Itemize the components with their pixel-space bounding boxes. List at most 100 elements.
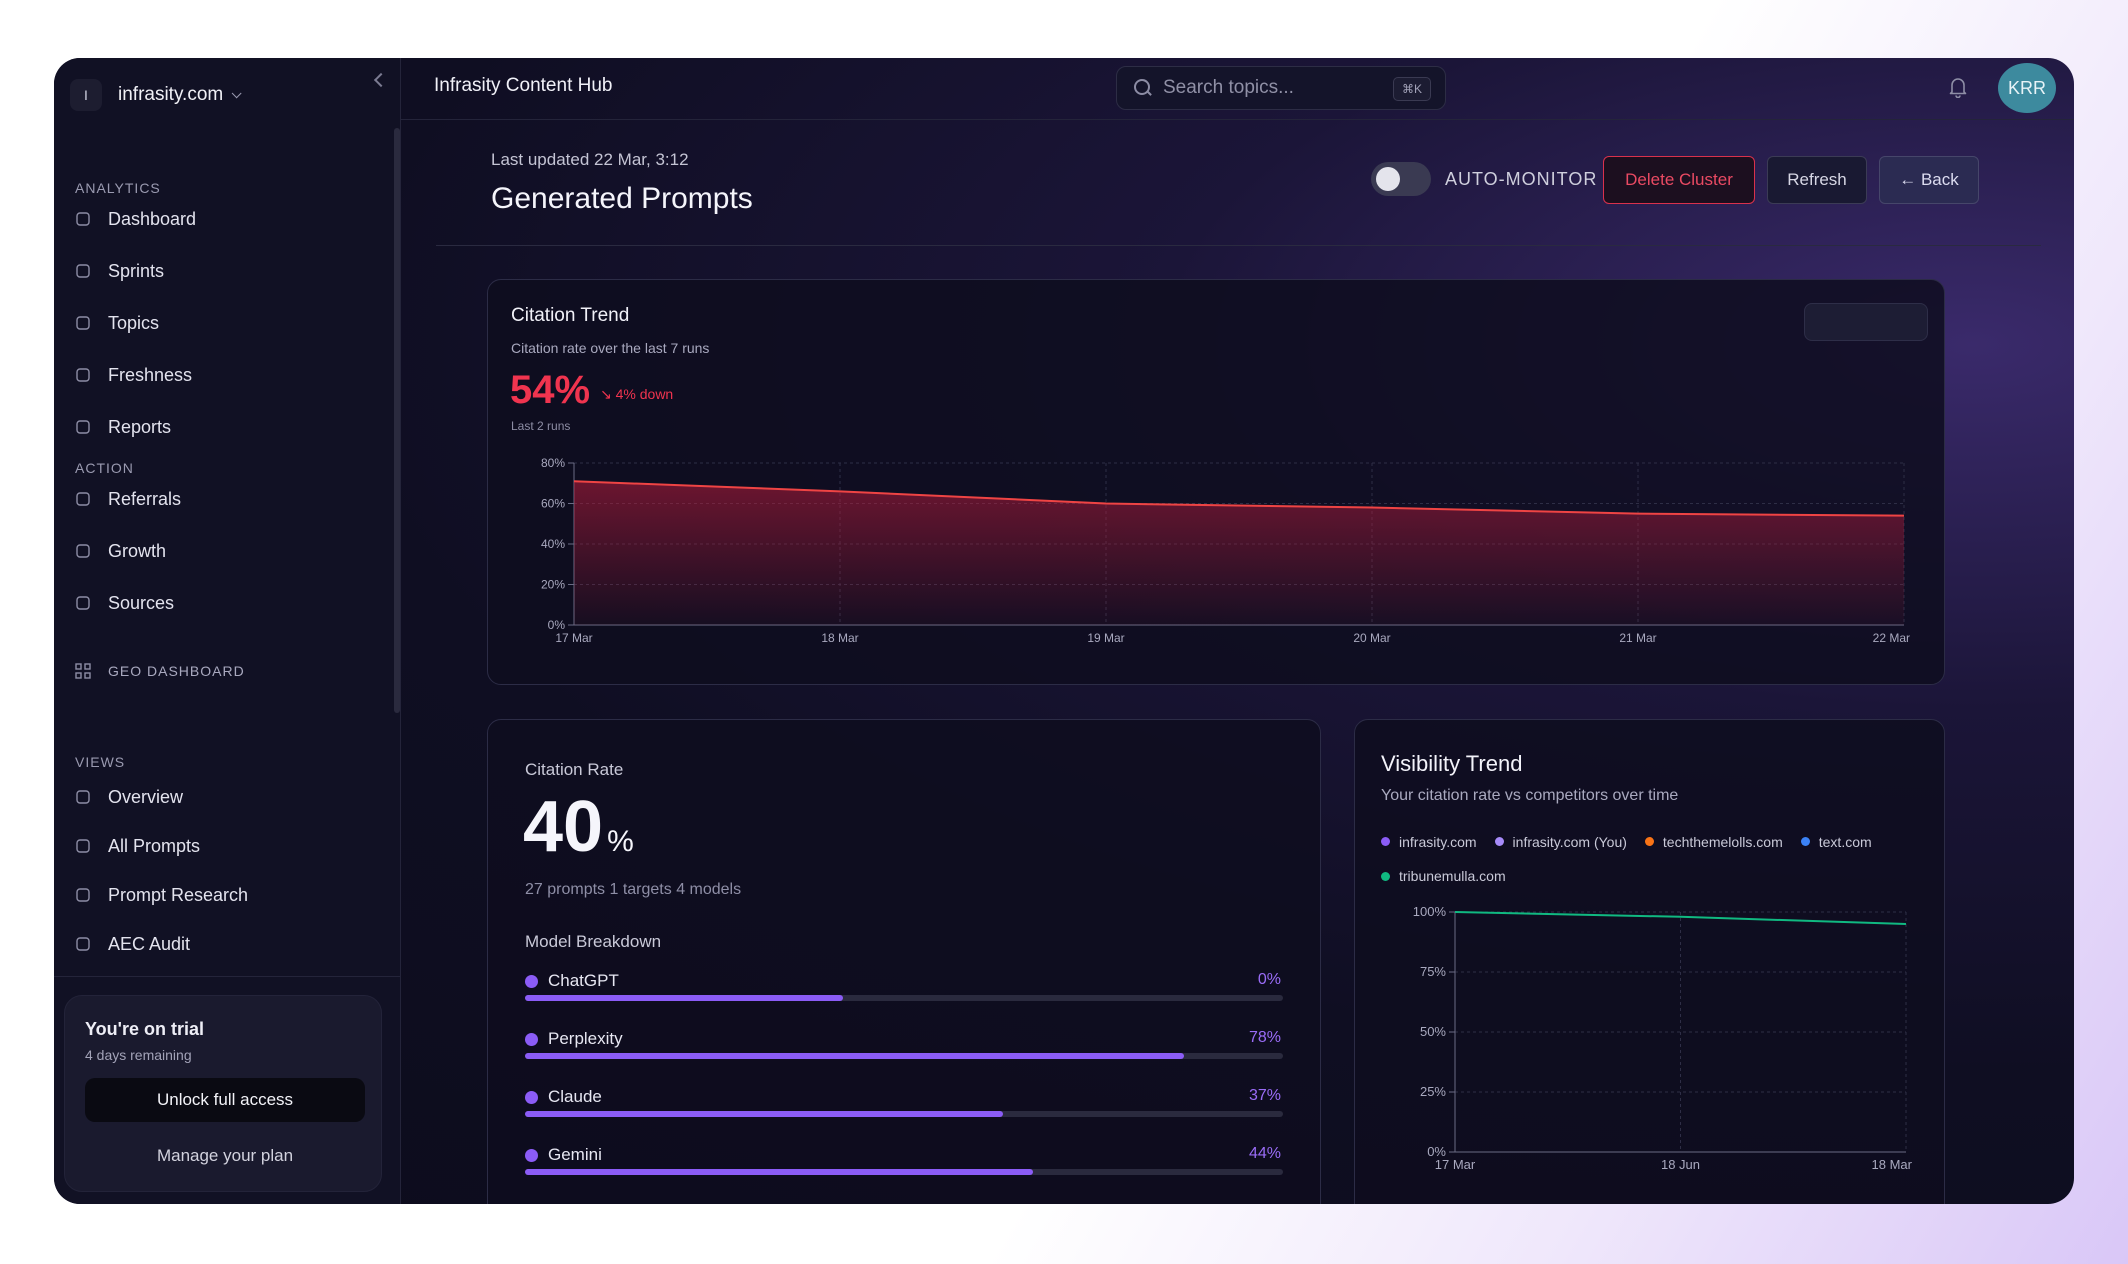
trial-title: You're on trial xyxy=(85,1019,204,1039)
x-tick-label: 22 Mar xyxy=(1873,631,1910,645)
model-row-perplexity: Perplexity 78% xyxy=(525,1029,1283,1073)
x-tick-label: 20 Mar xyxy=(1353,631,1390,645)
manage-plan-link[interactable]: Manage your plan xyxy=(156,1146,294,1165)
citation-trend-change: ↘ 4% down xyxy=(600,386,674,402)
unlock-full-access-button[interactable]: Unlock full access xyxy=(85,1078,365,1122)
sidebar-item-label: Referrals xyxy=(108,488,182,509)
legend-item[interactable]: tribunemulla.com xyxy=(1381,868,1506,884)
model-name: Perplexity xyxy=(548,1029,623,1048)
model-row-gemini: Gemini 44% xyxy=(525,1145,1283,1189)
range-selector[interactable] xyxy=(1804,303,1928,341)
x-tick-label: 18 Jun xyxy=(1661,1157,1700,1172)
sidebar-item-aec-audit[interactable]: AEC Audit xyxy=(72,925,372,963)
auto-monitor-toggle[interactable] xyxy=(1371,162,1431,196)
model-percentage: 78% xyxy=(1248,1029,1281,1046)
sidebar-item-dashboard[interactable]: Dashboard xyxy=(72,200,372,238)
model-percentage: 0% xyxy=(1257,971,1281,988)
y-tick-label: 75% xyxy=(1420,964,1446,979)
workspace-name: infrasity.com xyxy=(118,84,224,105)
sidebar-item-label: Topics xyxy=(108,312,160,333)
sidebar-item-reports[interactable]: Reports xyxy=(72,408,372,446)
model-bar-track xyxy=(525,995,1283,1001)
visibility-trend-title: Visibility Trend xyxy=(1381,751,1523,776)
last-updated: Last updated 22 Mar, 3:12 xyxy=(491,150,689,169)
visibility-trend-card: Visibility Trend Your citation rate vs c… xyxy=(1354,719,1945,1204)
model-name: Claude xyxy=(548,1087,602,1106)
sidebar-item-label: Reports xyxy=(108,416,172,437)
legend-item[interactable]: infrasity.com (You) xyxy=(1494,833,1627,850)
sidebar-item-label: Prompt Research xyxy=(108,884,249,905)
citation-trend-value: 54% xyxy=(510,368,591,412)
section-label-views: VIEWS xyxy=(75,754,126,770)
workspace-avatar: I xyxy=(70,79,102,111)
sidebar-item-topics[interactable]: Topics xyxy=(72,304,372,342)
x-tick-label: 18 Mar xyxy=(1872,1157,1913,1172)
back-button[interactable]: ← Back xyxy=(1879,156,1979,204)
trend-icon xyxy=(72,540,94,562)
legend-label: techthemelolls.com xyxy=(1662,833,1783,850)
y-tick-label: 0% xyxy=(1427,1144,1446,1159)
legend-dot xyxy=(1644,837,1654,846)
document-icon xyxy=(72,312,94,334)
model-name: Gemini xyxy=(548,1145,602,1164)
sidebar-item-sprints[interactable]: Sprints xyxy=(72,252,372,290)
model-row-chatgpt: ChatGPT 0% xyxy=(525,971,1283,1015)
citation-rate-value: 40% xyxy=(523,786,634,868)
sidebar-item-freshness[interactable]: Freshness xyxy=(72,356,372,394)
sidebar-item-label: Overview xyxy=(108,786,184,807)
globe-icon xyxy=(72,592,94,614)
sidebar-scrollbar[interactable] xyxy=(394,128,400,713)
legend-label: text.com xyxy=(1818,833,1872,850)
y-tick-label: 60% xyxy=(541,497,565,511)
sidebar-item-label: Growth xyxy=(108,540,167,561)
model-row-claude: Claude 37% xyxy=(525,1087,1283,1131)
app-title: Infrasity Content Hub xyxy=(434,75,613,96)
target-icon xyxy=(72,260,94,282)
citation-rate-label: Citation Rate xyxy=(525,760,624,779)
refresh-button[interactable]: Refresh xyxy=(1767,156,1867,204)
delete-cluster-button[interactable]: Delete Cluster xyxy=(1603,156,1755,204)
legend-item[interactable]: text.com xyxy=(1800,833,1872,850)
x-tick-label: 21 Mar xyxy=(1619,631,1656,645)
bell-icon[interactable] xyxy=(1948,76,1968,99)
user-avatar[interactable]: KRR xyxy=(1998,63,2056,113)
x-tick-label: 17 Mar xyxy=(555,631,592,645)
y-tick-label: 50% xyxy=(1420,1024,1446,1039)
section-label-action: ACTION xyxy=(75,460,134,476)
legend-item[interactable]: infrasity.com xyxy=(1381,834,1477,850)
workspace-switcher[interactable]: I infrasity.com xyxy=(70,72,385,118)
sidebar-item-sources[interactable]: Sources xyxy=(72,584,372,622)
grid-icon xyxy=(72,660,94,682)
legend-label: tribunemulla.com xyxy=(1399,868,1506,884)
section-label-analytics: ANALYTICS xyxy=(75,180,161,196)
sidebar-item-growth[interactable]: Growth xyxy=(72,532,372,570)
legend-label: infrasity.com xyxy=(1399,833,1477,850)
model-name: ChatGPT xyxy=(548,971,619,990)
sidebar-item-all-prompts[interactable]: All Prompts xyxy=(72,827,372,865)
sidebar-item-label: Sprints xyxy=(108,260,165,281)
y-tick-label: 100% xyxy=(1413,904,1447,919)
page-title: Generated Prompts xyxy=(491,182,753,215)
citation-trend-chart: 0% 20% 40% 60% 80% 17 Mar 18 Mar 19 Mar 20 Mar 21… xyxy=(541,456,1910,645)
document-icon xyxy=(72,835,94,857)
visibility-legend: infrasity.com infrasity.com (You) techthem… xyxy=(1381,833,1921,902)
search-icon xyxy=(1133,78,1153,98)
model-bar-fill xyxy=(525,1053,1185,1059)
search-placeholder: Search topics... xyxy=(1163,77,1294,98)
citation-rate-unit: % xyxy=(607,825,634,858)
search-input[interactable]: Search topics... ⌘K xyxy=(1116,66,1446,110)
model-breakdown-title: Model Breakdown xyxy=(525,932,662,951)
model-dot xyxy=(525,975,538,988)
auto-monitor-label: AUTO-MONITOR xyxy=(1445,169,1598,189)
model-dot xyxy=(525,1149,538,1162)
legend-label: infrasity.com (You) xyxy=(1512,833,1627,850)
sidebar-item-prompt-research[interactable]: Prompt Research xyxy=(72,876,372,914)
model-percentage: 37% xyxy=(1248,1087,1281,1104)
citation-trend-subtitle: Citation rate over the last 7 runs xyxy=(511,340,710,356)
legend-item[interactable]: techthemelolls.com xyxy=(1644,833,1783,850)
nav-geo-dashboard[interactable]: GEO DASHBOARD xyxy=(72,652,372,690)
citation-trend-note: Last 2 runs xyxy=(511,419,571,433)
model-dot xyxy=(525,1033,538,1046)
sidebar-item-overview[interactable]: Overview xyxy=(72,778,372,816)
sidebar-item-referrals[interactable]: Referrals xyxy=(72,480,372,518)
